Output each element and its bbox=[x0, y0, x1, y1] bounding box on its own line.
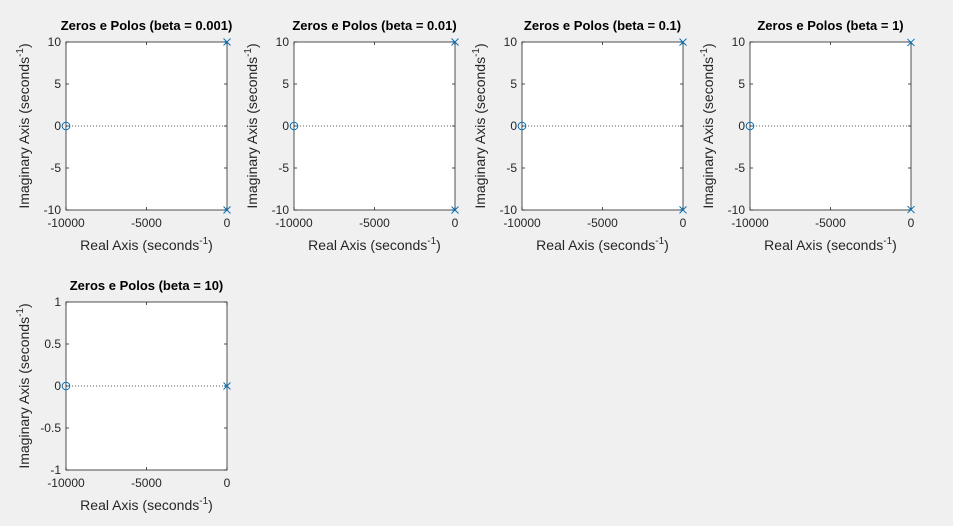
chart-title: Zeros e Polos (beta = 0.01) bbox=[292, 18, 456, 33]
y-tick-label: -10 bbox=[44, 203, 62, 217]
x-tick-label: -5000 bbox=[359, 216, 390, 230]
plot-area bbox=[521, 41, 684, 211]
y-tick-label: 10 bbox=[732, 35, 746, 49]
y-axis-label: Imaginary Axis (seconds-1) bbox=[15, 303, 32, 468]
plot-area bbox=[749, 41, 912, 211]
y-tick-label: -5 bbox=[278, 161, 289, 175]
y-axis-label: Imaginary Axis (seconds-1) bbox=[699, 43, 716, 208]
y-tick-label: -5 bbox=[506, 161, 517, 175]
x-tick-label: -10000 bbox=[503, 216, 541, 230]
x-tick-label: 0 bbox=[680, 216, 687, 230]
pole-marker bbox=[679, 38, 687, 46]
pole-marker bbox=[679, 206, 687, 214]
pole-marker bbox=[223, 38, 231, 46]
y-axis-label: Imaginary Axis (seconds-1) bbox=[471, 43, 488, 208]
y-tick-label: 0 bbox=[54, 119, 61, 133]
chart-title: Zeros e Polos (beta = 0.001) bbox=[61, 18, 233, 33]
zero-marker bbox=[61, 381, 71, 391]
x-axis-label: Real Axis (seconds-1) bbox=[80, 496, 213, 513]
y-axis-label: Imaginary Axis (seconds-1) bbox=[243, 43, 260, 208]
x-tick-label: 0 bbox=[224, 216, 231, 230]
y-tick-label: 0 bbox=[54, 379, 61, 393]
pole-marker bbox=[223, 382, 231, 390]
y-tick-label: 5 bbox=[282, 77, 289, 91]
x-tick-label: 0 bbox=[224, 476, 231, 490]
y-tick-label: 0 bbox=[282, 119, 289, 133]
y-tick-label: -10 bbox=[500, 203, 518, 217]
y-tick-label: 10 bbox=[48, 35, 62, 49]
pzmap-axes: -10000 -5000 0 10 5 0 -5 -10 Zeros e Polos (beta… bbox=[699, 18, 915, 253]
y-tick-label: 0 bbox=[510, 119, 517, 133]
y-tick-label: -10 bbox=[272, 203, 290, 217]
y-tick-label: 5 bbox=[54, 77, 61, 91]
x-tick-label: -10000 bbox=[47, 216, 85, 230]
zero-marker bbox=[517, 121, 527, 131]
y-axis-label: Imaginary Axis (seconds-1) bbox=[15, 43, 32, 208]
pole-marker bbox=[451, 38, 459, 46]
y-tick-label: 10 bbox=[504, 35, 518, 49]
plot-area bbox=[65, 301, 228, 471]
chart-title: Zeros e Polos (beta = 10) bbox=[70, 278, 224, 293]
chart-title: Zeros e Polos (beta = 1) bbox=[757, 18, 903, 33]
pzmap-axes: -10000 -5000 0 10 5 0 -5 -10 Zeros e Polos (beta… bbox=[15, 18, 232, 253]
y-tick-label: -0.5 bbox=[40, 421, 61, 435]
y-tick-label: -1 bbox=[50, 463, 61, 477]
zero-marker bbox=[289, 121, 299, 131]
x-tick-label: -5000 bbox=[587, 216, 618, 230]
pole-marker bbox=[907, 38, 915, 47]
y-tick-label: 0 bbox=[738, 119, 745, 133]
y-tick-label: -5 bbox=[734, 161, 745, 175]
x-tick-label: -10000 bbox=[47, 476, 85, 490]
x-tick-label: -10000 bbox=[275, 216, 313, 230]
y-tick-label: 5 bbox=[510, 77, 517, 91]
pole-marker bbox=[451, 206, 459, 214]
chart-title: Zeros e Polos (beta = 0.1) bbox=[524, 18, 681, 33]
y-tick-label: 10 bbox=[276, 35, 290, 49]
x-tick-label: -5000 bbox=[815, 216, 846, 230]
x-tick-label: 0 bbox=[452, 216, 459, 230]
y-tick-label: -10 bbox=[728, 203, 746, 217]
x-axis-label: Real Axis (seconds-1) bbox=[764, 236, 897, 253]
zero-marker bbox=[61, 121, 71, 131]
pzmap-axes: -10000 -5000 0 10 5 0 -5 -10 Zeros e Polos (beta… bbox=[243, 18, 459, 253]
zero-marker bbox=[745, 121, 755, 131]
pzmap-axes: -10000 -5000 0 1 0.5 0 -0.5 -1 Zeros e Polos (be… bbox=[15, 278, 231, 513]
y-tick-label: -5 bbox=[50, 161, 61, 175]
x-tick-label: -5000 bbox=[131, 476, 162, 490]
pole-marker bbox=[223, 206, 231, 214]
y-tick-label: 1 bbox=[54, 295, 61, 309]
pole-marker bbox=[907, 205, 915, 214]
x-axis-label: Real Axis (seconds-1) bbox=[308, 236, 441, 253]
x-tick-label: -10000 bbox=[731, 216, 769, 230]
pzmap-axes: -10000 -5000 0 10 5 0 -5 -10 Zeros e Polos (beta… bbox=[471, 18, 687, 253]
y-tick-label: 5 bbox=[738, 77, 745, 91]
x-tick-label: -5000 bbox=[131, 216, 162, 230]
x-tick-label: 0 bbox=[908, 216, 915, 230]
y-tick-label: 0.5 bbox=[44, 337, 61, 351]
plot-area bbox=[65, 41, 228, 211]
x-axis-label: Real Axis (seconds-1) bbox=[536, 236, 669, 253]
x-axis-label: Real Axis (seconds-1) bbox=[80, 236, 213, 253]
